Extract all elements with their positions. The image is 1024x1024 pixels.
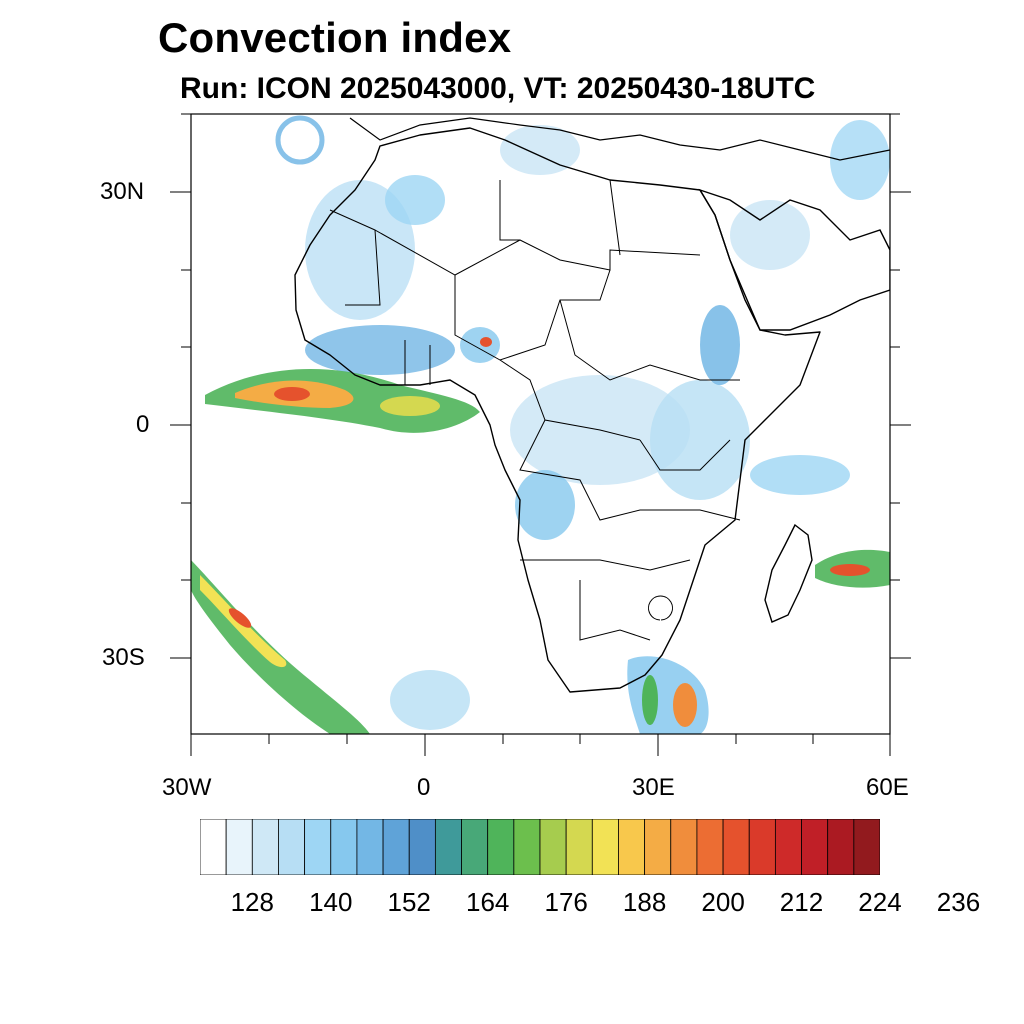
colorbar-tick-label: 188 xyxy=(622,887,667,917)
madagascar-coastline xyxy=(764,523,813,623)
lat-label-30n: 30N xyxy=(100,178,145,205)
colorbar-tick-label: 128 xyxy=(230,887,274,917)
colorbar-tick-label: 200 xyxy=(701,887,745,917)
colorbar-box xyxy=(461,819,489,875)
colorbar-box xyxy=(487,819,515,875)
colorbar-box xyxy=(748,819,776,875)
lon-label-30e: 30E xyxy=(632,774,675,801)
colorbar-box xyxy=(304,819,332,875)
colorbar-box xyxy=(251,819,279,875)
colorbar-box xyxy=(330,819,358,875)
field-patch xyxy=(730,200,810,270)
field-patch xyxy=(830,120,890,200)
colorbar-box xyxy=(539,819,567,875)
axis-ticks xyxy=(170,113,911,756)
colorbar-box xyxy=(382,819,410,875)
field-hotspot xyxy=(673,683,697,727)
field-band-south-atlantic xyxy=(191,560,370,734)
field-patch xyxy=(650,380,750,500)
plot-title: Convection index xyxy=(158,14,512,61)
colorbar-box xyxy=(565,819,593,875)
field-patch xyxy=(460,327,500,363)
colorbar-tick-label: 236 xyxy=(936,887,981,917)
colorbar-box xyxy=(801,819,829,875)
colorbar-box xyxy=(644,819,672,875)
colorbar-tick-label: 224 xyxy=(858,887,902,917)
field-patch xyxy=(515,470,575,540)
field-hotspot xyxy=(642,675,658,725)
colorbar-box xyxy=(278,819,306,875)
colorbar-box xyxy=(670,819,698,875)
field-patch xyxy=(750,455,850,495)
lon-label-0: 0 xyxy=(417,774,431,801)
field-hotspot xyxy=(228,608,252,628)
field-hotspot xyxy=(480,337,492,347)
field-layer xyxy=(191,115,890,734)
colorbar-tick-label: 164 xyxy=(465,887,510,917)
field-hotspot xyxy=(274,387,310,401)
colorbar-box xyxy=(356,819,384,875)
colorbar-box xyxy=(434,819,462,875)
colorbar xyxy=(200,819,880,875)
colorbar-box xyxy=(696,819,724,875)
field-band-se-africa xyxy=(627,656,709,734)
lat-label-30s: 30S xyxy=(102,644,145,671)
europe-coastline xyxy=(349,117,890,161)
colorbar-box xyxy=(513,819,541,875)
colorbar-box xyxy=(225,819,253,875)
lon-label-30w: 30W xyxy=(162,774,212,801)
colorbar-box xyxy=(618,819,646,875)
field-patch xyxy=(390,670,470,730)
plot-frame xyxy=(190,113,891,735)
field-patch xyxy=(700,305,740,385)
colorbar-box xyxy=(853,819,880,875)
colorbar-box xyxy=(591,819,619,875)
colorbar-tick-label: 212 xyxy=(779,887,824,917)
arabia-coastline xyxy=(698,188,890,331)
colorbar-box xyxy=(722,819,750,875)
field-patch xyxy=(305,180,415,320)
colorbar-box xyxy=(827,819,855,875)
colorbar-tick-label: 140 xyxy=(309,887,353,917)
field-patch xyxy=(385,175,445,225)
field-patch xyxy=(275,115,325,165)
field-hotspot xyxy=(380,396,440,416)
field-patch xyxy=(305,325,455,375)
field-hotspot xyxy=(830,564,870,576)
plot-subtitle: Run: ICON 2025043000, VT: 20250430-18UTC xyxy=(180,72,816,105)
colorbar-tick-label: 176 xyxy=(544,887,588,917)
country-borders xyxy=(329,179,741,641)
colorbar-box xyxy=(200,819,227,875)
colorbar-box xyxy=(408,819,436,875)
colorbar-tick-label: 152 xyxy=(387,887,431,917)
field-patch xyxy=(500,125,580,175)
colorbar-box xyxy=(774,819,802,875)
lon-label-60e: 60E xyxy=(866,774,909,801)
lat-label-0: 0 xyxy=(136,411,150,438)
